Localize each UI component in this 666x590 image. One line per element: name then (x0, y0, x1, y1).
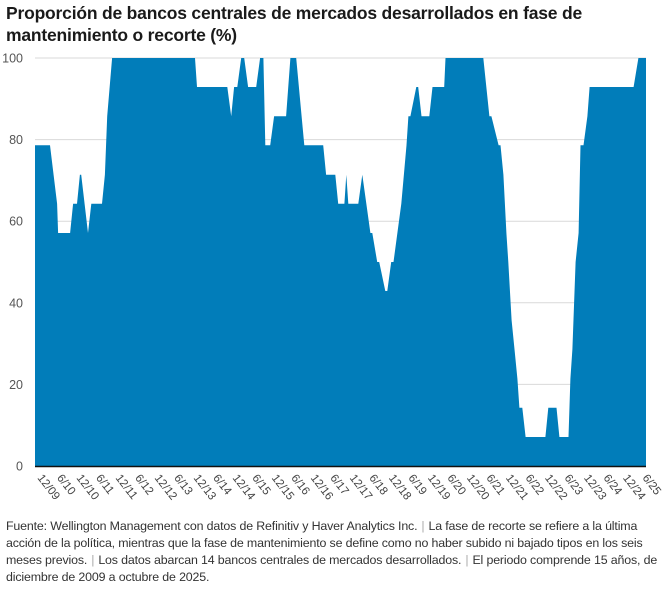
chart-footer: Fuente: Wellington Management con datos … (6, 518, 662, 586)
period-note: El periodo comprende 15 años, de diciemb… (6, 553, 658, 584)
y-tick-label: 20 (9, 378, 23, 392)
area-fill (35, 58, 647, 466)
area-chart: 0 20 40 60 80 100 12/096/1012/106/1112/116/12… (2, 52, 663, 504)
y-axis: 0 20 40 60 80 100 (2, 52, 23, 474)
separator: | (421, 519, 425, 533)
y-tick-label: 100 (2, 52, 23, 66)
y-tick-label: 80 (9, 133, 23, 147)
area-series (35, 58, 647, 466)
y-tick-label: 40 (9, 296, 23, 310)
y-tick-label: 60 (9, 215, 23, 229)
chart-title: Proporción de bancos centrales de mercad… (6, 3, 582, 45)
y-tick-label: 0 (16, 460, 23, 474)
coverage-note: Los datos abarcan 14 bancos centrales de… (98, 553, 462, 567)
x-axis: 12/096/1012/106/1112/116/1212/126/1312/1… (35, 465, 663, 503)
separator: | (465, 553, 469, 567)
source-note: Fuente: Wellington Management con datos … (6, 519, 418, 533)
definition-note: La fase de recorte se refiere a la últim… (6, 519, 643, 567)
separator: | (91, 553, 95, 567)
